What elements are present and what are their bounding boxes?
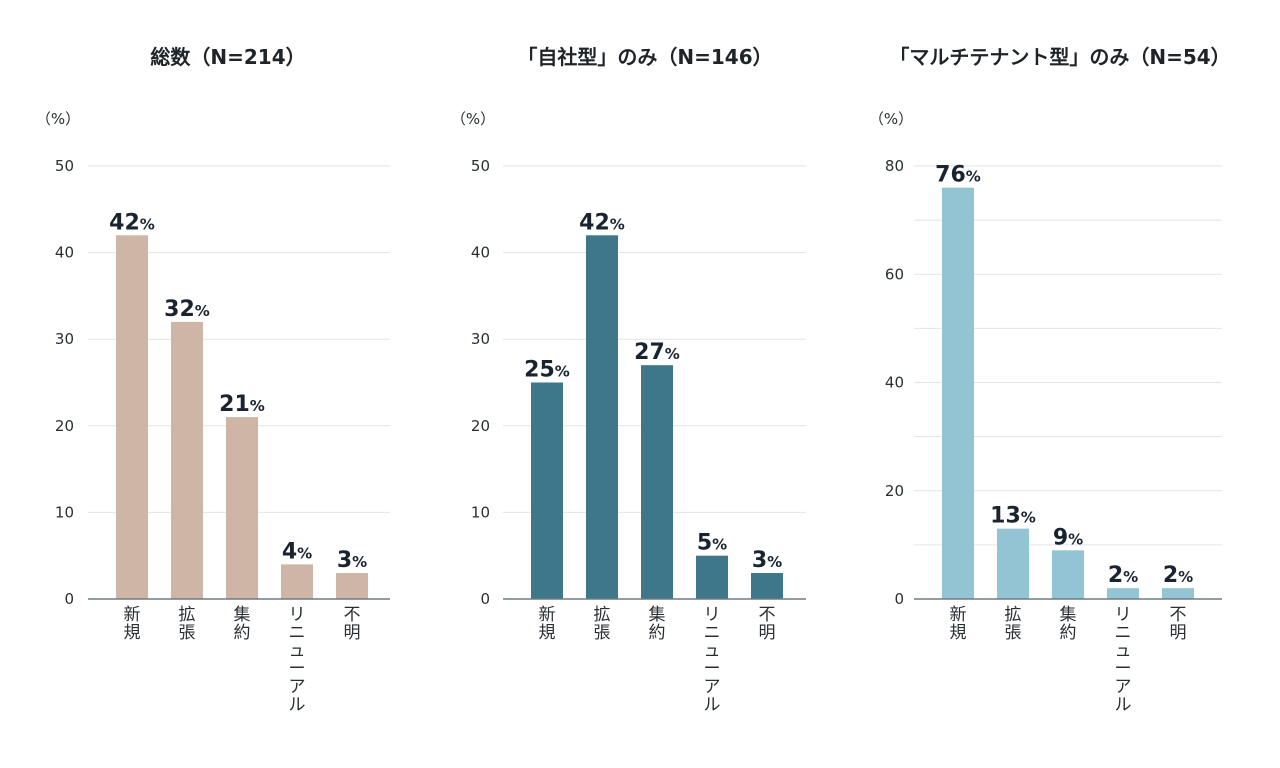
- y-unit-label: （%）: [451, 110, 495, 128]
- bar: [1052, 550, 1084, 599]
- bar: [942, 187, 974, 599]
- y-tick-label: 0: [894, 590, 904, 608]
- y-tick-label: 80: [885, 157, 904, 175]
- bar: [116, 235, 148, 599]
- y-tick-label: 10: [471, 503, 490, 521]
- data-label: 76%: [935, 163, 981, 188]
- y-tick-label: 50: [55, 157, 74, 175]
- category-label: 拡張: [1005, 605, 1022, 643]
- bar: [641, 365, 673, 599]
- data-label: 13%: [990, 504, 1036, 529]
- bar: [751, 573, 783, 599]
- category-label: 不明: [759, 605, 776, 643]
- data-label: 3%: [752, 548, 782, 573]
- category-label: 新規: [124, 605, 141, 643]
- data-label: 21%: [219, 392, 265, 417]
- y-tick-label: 30: [55, 330, 74, 348]
- y-tick-label: 50: [471, 157, 490, 175]
- data-label: 2%: [1163, 563, 1193, 588]
- y-tick-label: 20: [55, 417, 74, 435]
- data-label: 25%: [524, 358, 570, 383]
- data-label: 27%: [634, 340, 680, 365]
- bar: [1107, 588, 1139, 599]
- bar: [586, 235, 618, 599]
- y-tick-label: 30: [471, 330, 490, 348]
- bar: [531, 382, 563, 599]
- y-unit-label: （%）: [36, 110, 80, 128]
- data-label: 32%: [164, 297, 210, 322]
- category-label: リニューアル: [1115, 605, 1132, 715]
- category-label: 集約: [234, 605, 251, 643]
- chart-panel-2: 「自社型」のみ（N=146） （%） 0 10 20 30 40 50 25% 新規 42% 拡張 27…: [451, 45, 806, 715]
- category-label: リニューアル: [704, 605, 721, 715]
- category-label: 集約: [649, 605, 666, 643]
- data-label: 2%: [1108, 563, 1138, 588]
- category-label: リニューアル: [289, 605, 306, 715]
- chart-panel-3: 「マルチテナント型」のみ（N=54） （%） 0 20 40 60 80 76% 新規 13% 拡張…: [869, 45, 1231, 715]
- chart-title: 「マルチテナント型」のみ（N=54）: [889, 45, 1230, 69]
- y-tick-label: 0: [480, 590, 490, 608]
- chart-title: 「自社型」のみ（N=146）: [517, 45, 772, 69]
- category-label: 新規: [539, 605, 556, 643]
- y-tick-label: 40: [471, 244, 490, 262]
- y-unit-label: （%）: [869, 110, 913, 128]
- category-label: 不明: [344, 605, 361, 643]
- bar: [696, 555, 728, 599]
- y-tick-label: 60: [885, 265, 904, 283]
- bar: [171, 321, 203, 599]
- data-label: 9%: [1053, 525, 1083, 550]
- category-label: 不明: [1170, 605, 1187, 643]
- chart-panel-1: 総数（N=214） （%） 0 10 20 30 40 50 42% 新規 32% 拡張 21% 集約 4%…: [36, 45, 390, 715]
- category-label: 集約: [1060, 605, 1077, 643]
- bar: [226, 417, 258, 599]
- y-tick-label: 40: [885, 374, 904, 392]
- bar: [336, 573, 368, 599]
- chart-title: 総数（N=214）: [150, 45, 305, 69]
- bar: [1162, 588, 1194, 599]
- y-tick-label: 0: [64, 590, 74, 608]
- y-tick-label: 40: [55, 244, 74, 262]
- y-tick-label: 10: [55, 503, 74, 521]
- y-tick-label: 20: [471, 417, 490, 435]
- data-label: 42%: [579, 210, 625, 235]
- data-label: 3%: [337, 548, 367, 573]
- category-label: 新規: [950, 605, 967, 643]
- category-label: 拡張: [179, 605, 196, 643]
- bar: [997, 528, 1029, 599]
- data-label: 4%: [282, 539, 312, 564]
- category-label: 拡張: [594, 605, 611, 643]
- data-label: 42%: [109, 210, 155, 235]
- y-tick-label: 20: [885, 482, 904, 500]
- data-label: 5%: [697, 531, 727, 556]
- bar: [281, 564, 313, 599]
